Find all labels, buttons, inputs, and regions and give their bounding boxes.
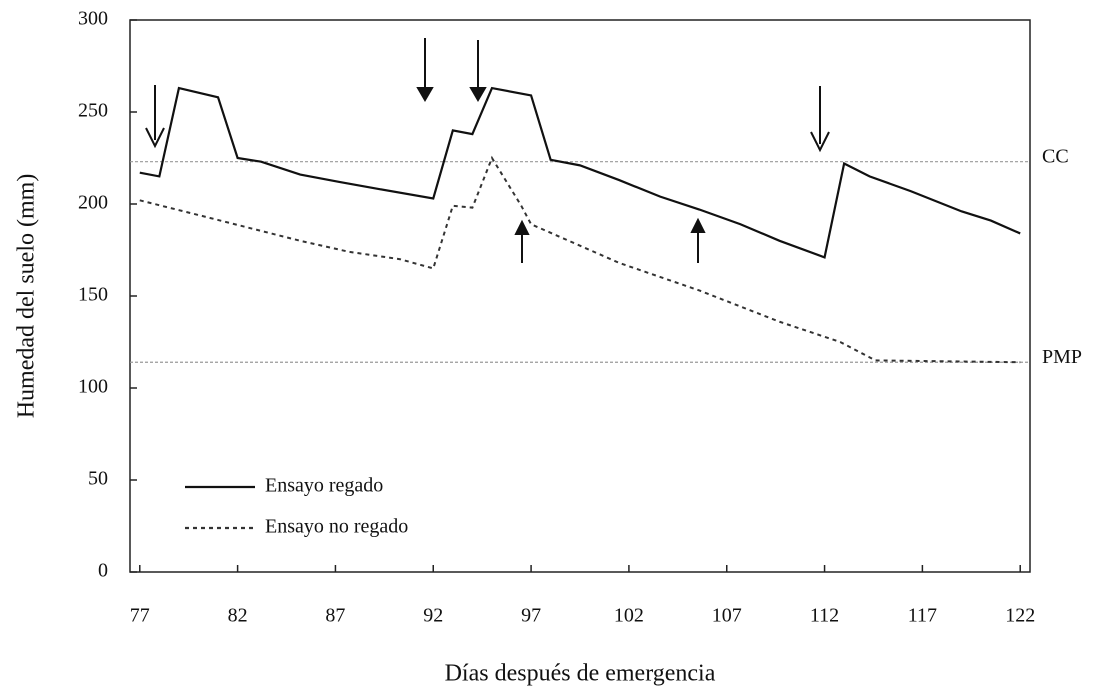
y-tick-label: 100 xyxy=(78,376,108,398)
x-tick-label: 122 xyxy=(1005,605,1035,627)
y-tick-label: 300 xyxy=(78,8,108,30)
arrow-head xyxy=(145,127,165,149)
arrow-head xyxy=(810,131,830,153)
y-tick-label: 0 xyxy=(98,560,108,582)
reference-label: PMP xyxy=(1042,346,1082,368)
y-tick-label: 50 xyxy=(88,468,108,490)
x-tick-label: 112 xyxy=(810,605,839,627)
arrow-head xyxy=(469,87,487,102)
x-tick-label: 82 xyxy=(228,605,248,627)
series-line xyxy=(139,155,1021,364)
x-tick-label: 102 xyxy=(614,605,644,627)
y-tick-label: 150 xyxy=(78,284,108,306)
y-tick-label: 200 xyxy=(78,192,108,214)
x-tick-label: 92 xyxy=(423,605,443,627)
x-axis-title: Días después de emergencia xyxy=(445,661,716,687)
legend-label: Ensayo no regado xyxy=(265,516,408,538)
arrow-head xyxy=(416,87,434,102)
legend-label: Ensayo regado xyxy=(265,475,383,497)
x-tick-label: 77 xyxy=(130,605,150,627)
y-tick-label: 250 xyxy=(78,100,108,122)
x-tick-label: 87 xyxy=(325,605,345,627)
arrows xyxy=(145,38,830,263)
x-tick-label: 107 xyxy=(712,605,742,627)
reference-label: CC xyxy=(1042,145,1069,167)
y-axis-title: Humedad del suelo (mm) xyxy=(14,174,40,419)
series-line xyxy=(139,86,1021,259)
arrow-head xyxy=(514,219,530,235)
x-tick-label: 97 xyxy=(521,605,541,627)
arrow-head xyxy=(690,217,706,233)
x-tick-label: 117 xyxy=(908,605,937,627)
